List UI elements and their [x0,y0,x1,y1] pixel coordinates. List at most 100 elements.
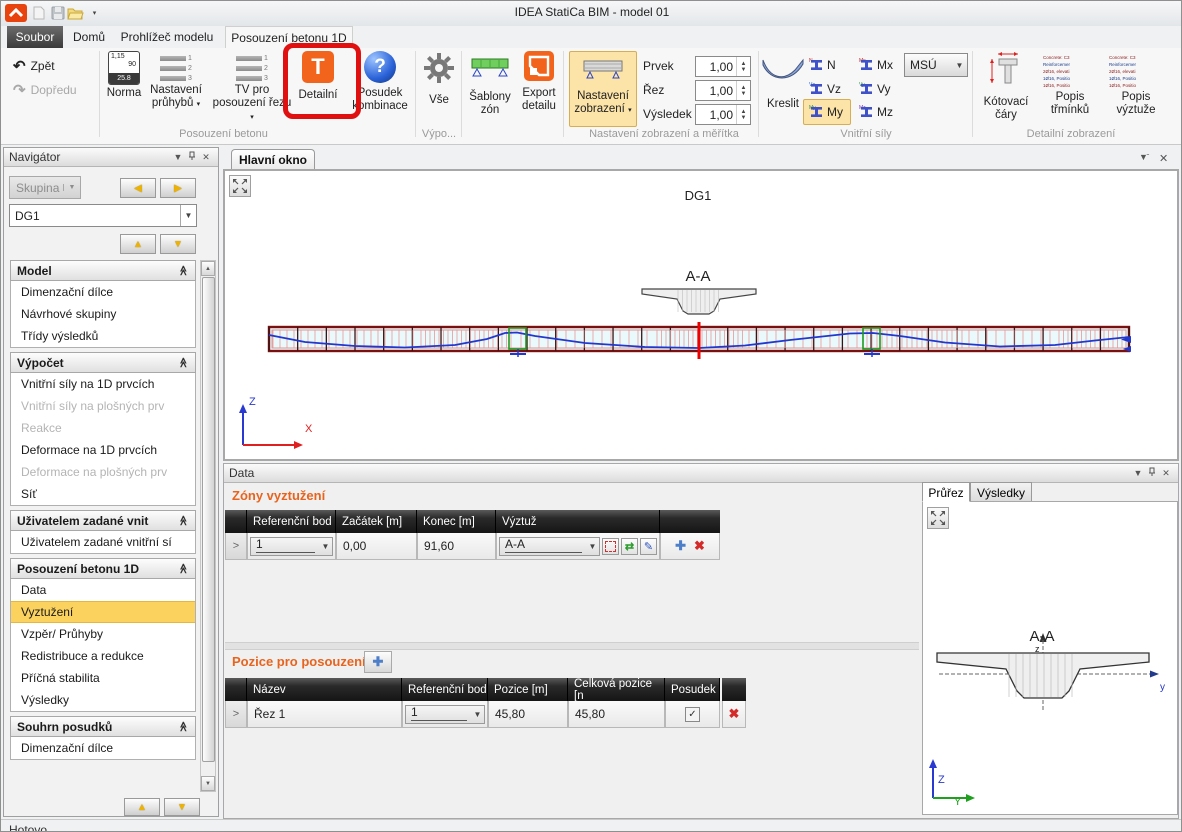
scale-spinner-rez[interactable]: 1,00 ▲▼ [695,80,751,101]
axis-x-label: X [305,423,312,435]
add-position-button[interactable]: ✚ [364,651,392,673]
nav-item-vzper-pruhyby[interactable]: Vzpěr/ Průhyby [11,623,195,645]
tab-hlavni-okno[interactable]: Hlavní okno [231,149,315,170]
copy-reinforcement-button[interactable]: ⇄ [621,538,638,555]
norma-button[interactable]: 1,15 90 25.8 Norma [103,51,145,100]
detailni-button[interactable]: T Detailní [295,51,341,102]
force-toggle-vy[interactable]: Vy Vy [859,81,891,96]
force-toggle-my[interactable]: My My [809,104,843,119]
close-icon[interactable]: ✕ [1159,152,1168,165]
nav-section-posouzeni-betonu-1d[interactable]: Posouzení betonu 1D≫ [10,558,196,579]
panel-menu-icon[interactable]: ▼ [171,152,185,162]
horizontal-splitter[interactable] [225,642,919,650]
limit-state-combo[interactable]: MSÚ ▼ [904,53,968,77]
nav-section-model[interactable]: Model≫ [10,260,196,281]
position-value[interactable]: 45,80 [488,701,568,728]
nastaveni-zobrazeni-button[interactable]: Nastavení zobrazení ▾ [569,51,637,127]
nav-item-pricna-stabilita[interactable]: Příčná stabilita [11,667,195,689]
tab-prurez[interactable]: Průřez [922,482,970,502]
add-zone-button[interactable]: ✚ [675,538,686,554]
pin-icon[interactable] [185,151,199,163]
popis-trminku-button[interactable]: Concrete: C3 Reinforcemer 2Ø16, elevati … [1041,51,1099,117]
nav-item-vnitrni-sily-1d[interactable]: Vnitřní síly na 1D prvcích [11,373,195,395]
posudek-checkbox[interactable]: ✓ [685,707,700,722]
export-detailu-button[interactable]: Export detailu [517,51,561,113]
close-icon[interactable]: ✕ [1159,468,1173,479]
skupina-dropdown[interactable]: Skupina ▼ [9,176,81,199]
force-toggle-n[interactable]: N N [809,57,836,72]
nastaveni-pruhybu-button[interactable]: 1 2 3 Nastavení průhybů ▾ [145,51,207,111]
gear-icon [422,51,456,90]
force-toggle-mx[interactable]: Mx Mx [859,57,893,72]
nav-item-navrhove-skupiny[interactable]: Návrhové skupiny [11,303,195,325]
position-name-value[interactable]: Řez 1 [247,701,402,728]
scroll-up-icon[interactable]: ▲ [201,261,215,276]
spinner-arrows-icon[interactable]: ▲▼ [736,57,750,76]
undo-button[interactable]: ↶ Zpět [13,57,55,75]
position-reference-point-dropdown[interactable]: 1 ▼ [405,705,485,724]
scroll-down-icon[interactable]: ▼ [201,776,215,791]
kotovaci-cary-button[interactable]: Kótovací čáry [979,51,1033,122]
window-list-icon[interactable]: ▼̄ [1139,152,1148,162]
redo-button[interactable]: ↷ Dopředu [13,81,77,99]
force-toggle-vz[interactable]: Vz Vz [809,81,841,96]
row-selector[interactable]: > [225,533,247,560]
scrollbar-thumb[interactable] [202,277,215,762]
spinner-arrows-icon[interactable]: ▲▼ [736,81,750,100]
scale-spinner-prvek[interactable]: 1,00 ▲▼ [695,56,751,77]
panel-menu-icon[interactable]: ▼ [1131,468,1145,478]
scale-spinner-vysledek[interactable]: 1,00 ▲▼ [695,104,751,125]
move-up-button[interactable]: ▲ [120,234,156,254]
edit-reinforcement-button[interactable]: ✎ [640,538,657,555]
tv-pro-posouzeni-rezu-button[interactable]: 1 2 3 TV pro posouzení řezu ▾ [211,51,293,124]
spinner-arrows-icon[interactable]: ▲▼ [736,105,750,124]
tab-soubor[interactable]: Soubor [7,26,63,48]
navigator-scrollbar[interactable]: ▲ ▼ [200,260,216,792]
force-toggle-mz[interactable]: Mz Mz [859,104,893,119]
design-group-combo[interactable]: DG1 ▼ [9,204,197,227]
vse-button[interactable]: Vše [419,51,459,107]
nav-item-tridy-vysledku[interactable]: Třídy výsledků [11,325,195,347]
nav-item-sit[interactable]: Síť [11,483,195,505]
row-selector[interactable]: > [225,701,247,728]
delete-reinforcement-button[interactable] [602,538,619,555]
nav-section-vypocet[interactable]: Výpočet≫ [10,352,196,373]
data-panel-title-bar: Data ▼ ✕ [224,464,1178,483]
nav-item-souhrn-dimenzacni-dilce[interactable]: Dimenzační dílce [11,737,195,759]
delete-zone-button[interactable]: ✖ [694,538,705,554]
nav-item-vysledky[interactable]: Výsledky [11,689,195,711]
next-group-button[interactable]: ▶ [160,178,196,198]
nav-item-uzivatelem-zadane-vnitrni-sily[interactable]: Uživatelem zadané vnitřní sí [11,531,195,553]
nav-section-souhrn-posudku[interactable]: Souhrn posudků≫ [10,716,196,737]
dropdown-caret-icon: ▼ [180,205,196,226]
nav-item-deformace-1d[interactable]: Deformace na 1D prvcích [11,439,195,461]
nav-page-up-button[interactable]: ▲ [124,798,160,816]
total-position-value[interactable]: 45,80 [568,701,665,728]
question-icon: ? [364,51,396,83]
nav-item-vyztuzeni[interactable]: Vyztužení [11,601,195,623]
prev-group-button[interactable]: ◀ [120,178,156,198]
nav-page-down-button[interactable]: ▼ [164,798,200,816]
beam-drawing [225,173,1161,459]
tab-prohlizec-modelu[interactable]: Prohlížeč modelu [113,26,221,48]
nav-item-redistribuce[interactable]: Redistribuce a redukce [11,645,195,667]
zone-start-value[interactable]: 0,00 [336,533,417,560]
move-down-button[interactable]: ▼ [160,234,196,254]
reinforcement-dropdown[interactable]: A-A ▼ [499,537,600,556]
nav-section-uzivatelem-zadane[interactable]: Uživatelem zadané vnit≫ [10,510,196,531]
close-icon[interactable]: ✕ [199,152,213,163]
tab-domu[interactable]: Domů [67,26,111,48]
zone-end-value[interactable]: 91,60 [417,533,496,560]
kreslit-button[interactable]: Kreslit [761,51,805,111]
pin-icon[interactable] [1145,467,1159,479]
tab-posouzeni-betonu-1d[interactable]: Posouzení betonu 1D [225,26,353,48]
popis-vyztuze-button[interactable]: Concrete: C3 Reinforcemer 2Ø16, elevati … [1107,51,1165,117]
delete-position-button[interactable]: ✖ [729,706,740,722]
nav-item-data[interactable]: Data [11,579,195,601]
data-panel: Data ▼ ✕ Zóny vyztužení Referenční bod Z… [223,463,1179,819]
sablony-zon-button[interactable]: Šablony zón [465,51,515,117]
reference-point-dropdown[interactable]: 1 ▼ [250,537,333,556]
posudek-kombinace-button[interactable]: ? Posudek kombinace [349,51,411,113]
tab-vysledky[interactable]: Výsledky [970,482,1032,502]
nav-item-dimenzacni-dilce[interactable]: Dimenzační dílce [11,281,195,303]
